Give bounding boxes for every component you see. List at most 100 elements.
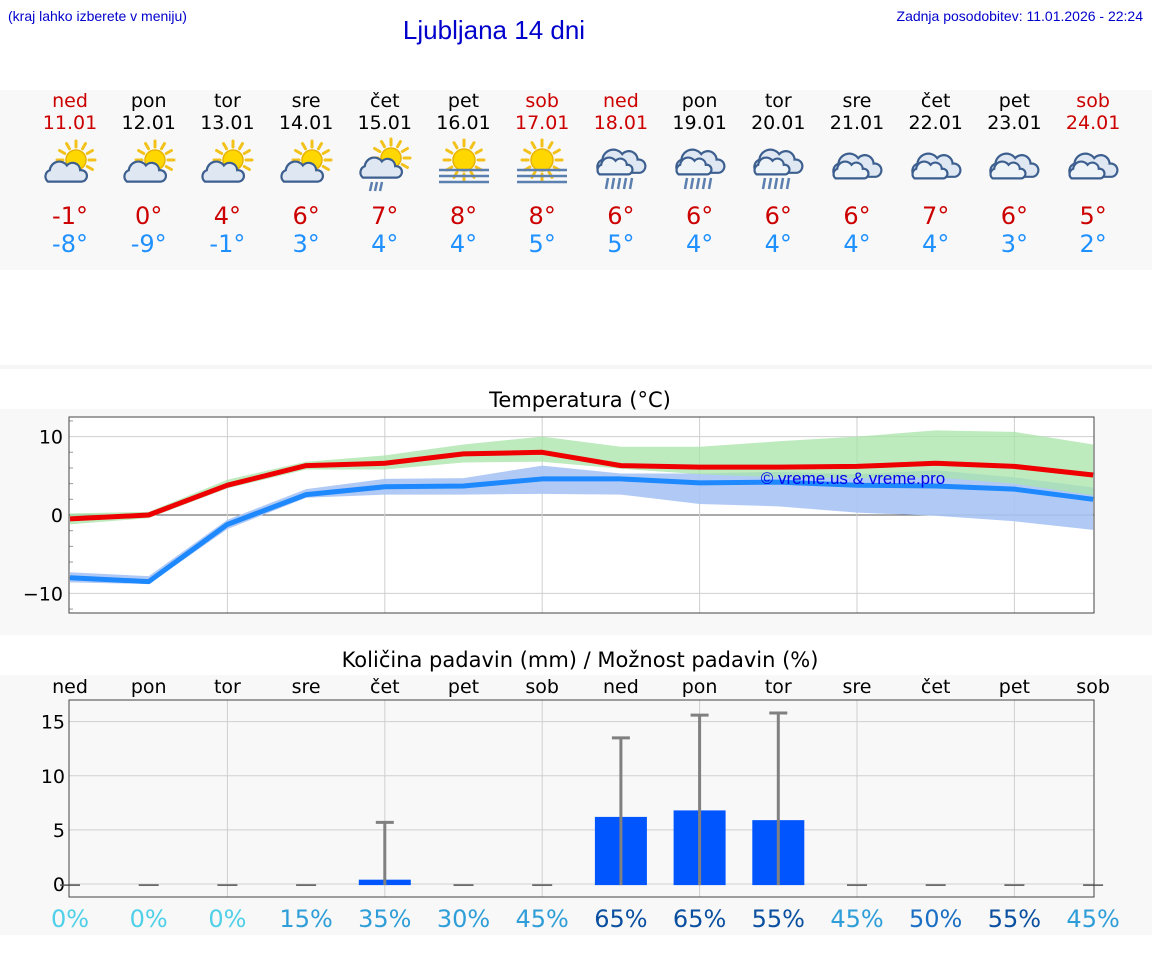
- rain-cloud-icon: [674, 148, 726, 190]
- day-name: ned: [602, 90, 639, 112]
- day-date: 15.01: [357, 112, 412, 134]
- min-temperature: -1°: [209, 230, 246, 258]
- max-temperature: 7°: [371, 202, 399, 230]
- y-tick-label: 10: [41, 766, 65, 788]
- weekday-label: pon: [682, 676, 718, 698]
- weekday-label: čet: [921, 676, 951, 698]
- max-temperature: 4°: [213, 202, 242, 230]
- day-date: 18.01: [593, 112, 649, 134]
- page-title: Ljubljana 14 dni: [402, 15, 586, 45]
- watermark: © vreme.us & vreme.pro: [761, 469, 945, 488]
- max-temperature: 8°: [449, 202, 478, 230]
- precipitation-probability: 50%: [909, 905, 962, 933]
- day-date: 24.01: [1065, 112, 1121, 134]
- y-tick-label: 0: [51, 505, 63, 527]
- min-temperature-line: [69, 476, 1094, 585]
- day-forecast: pon 19.01 6° 4°: [663, 90, 737, 258]
- day-forecast: sre 21.01 6° 4°: [820, 90, 894, 258]
- max-temperature: 8°: [528, 202, 556, 230]
- weekday-label: pon: [131, 676, 167, 698]
- precipitation-probability: 0%: [208, 905, 246, 933]
- weekday-label: ned: [603, 676, 639, 698]
- day-date: 12.01: [121, 112, 176, 134]
- max-temperature: 6°: [292, 202, 320, 230]
- day-date: 14.01: [278, 112, 334, 134]
- precipitation-probability: 45%: [1066, 905, 1119, 933]
- precipitation-probability: 65%: [594, 905, 647, 933]
- y-tick-label: 0: [53, 874, 65, 896]
- min-temperature: 5°: [528, 230, 556, 258]
- y-tick-label: −10: [23, 583, 63, 605]
- cloud-icon: [910, 152, 962, 180]
- weekday-label: tor: [765, 676, 792, 698]
- min-temperature: 4°: [685, 230, 714, 258]
- day-name: ned: [52, 90, 88, 112]
- max-temperature: 0°: [135, 202, 163, 230]
- day-date: 23.01: [987, 112, 1042, 134]
- day-name: čet: [370, 90, 400, 112]
- day-forecast: pet 23.01 6° 3°: [977, 90, 1051, 258]
- min-temperature: 4°: [764, 230, 792, 258]
- weekday-label: tor: [214, 676, 241, 698]
- temperature-chart: 10 0 −10 © vreme.us & vreme.pro: [23, 416, 1095, 614]
- day-name: sre: [842, 90, 872, 112]
- day-date: 13.01: [200, 112, 255, 134]
- cloud-icon: [1068, 152, 1119, 180]
- day-forecast: čet 15.01 7° 4°: [348, 90, 422, 258]
- day-date: 22.01: [908, 112, 963, 134]
- day-forecast: sob 24.01 5° 2°: [1056, 90, 1130, 258]
- location-note[interactable]: (kraj lahko izberete v meniju): [8, 8, 187, 24]
- min-temperature: 2°: [1079, 230, 1107, 258]
- day-name: pet: [998, 90, 1030, 112]
- partly-sunny-icon: [280, 139, 333, 183]
- max-temperature: 7°: [922, 202, 950, 230]
- max-temperature: 6°: [843, 202, 871, 230]
- min-temperature: -9°: [130, 230, 167, 258]
- min-temperature: 4°: [843, 230, 871, 258]
- precipitation-probability: 65%: [673, 905, 726, 933]
- precipitation-probability: 35%: [358, 905, 411, 933]
- day-forecast: ned 11.01 -1° -8°: [33, 90, 107, 258]
- day-name: pon: [681, 90, 718, 112]
- min-temperature: 4°: [449, 230, 478, 258]
- partly-sunny-icon: [201, 139, 254, 183]
- temperature-plot-frame: [68, 416, 1095, 614]
- min-temperature: -8°: [52, 230, 88, 258]
- day-forecast: sre 14.01 6° 3°: [269, 90, 343, 258]
- day-name: sre: [291, 90, 321, 112]
- weekday-label: sob: [525, 676, 559, 698]
- day-date: 19.01: [672, 112, 727, 134]
- min-temperature: 4°: [922, 230, 950, 258]
- daily-forecast-strip: ned 11.01 -1° -8° pon 12.01 0° -9° tor 13.01 4° -1°…: [0, 90, 1152, 270]
- day-name: pon: [130, 90, 167, 112]
- weekday-label: ned: [52, 676, 88, 698]
- precipitation-chart-title: Količina padavin (mm) / Možnost padavin …: [341, 648, 819, 672]
- weekday-label: sre: [843, 676, 872, 698]
- precipitation-probability: 0%: [130, 905, 168, 933]
- day-name: sob: [1076, 90, 1110, 112]
- temperature-chart-title: Temperatura (°C): [489, 388, 671, 412]
- day-forecast: ned 18.01 6° 5°: [584, 90, 658, 258]
- precipitation-probability: 55%: [752, 905, 805, 933]
- max-range-band: [70, 430, 1094, 525]
- weekday-label: sre: [292, 676, 321, 698]
- max-temperature: 6°: [764, 202, 792, 230]
- sun-fog-icon: [438, 138, 489, 184]
- min-temperature: 3°: [1000, 230, 1029, 258]
- precipitation-probability: 0%: [51, 905, 89, 933]
- day-name: sob: [525, 90, 559, 112]
- precipitation-probability: 30%: [437, 905, 490, 933]
- weekday-label: pet: [999, 676, 1030, 698]
- max-temperature: -1°: [52, 202, 88, 230]
- day-date: 21.01: [829, 112, 885, 134]
- max-temperature: 6°: [1000, 202, 1029, 230]
- max-temperature-line: [69, 449, 1094, 522]
- weekday-label: sob: [1076, 676, 1110, 698]
- max-temperature: 5°: [1079, 202, 1107, 230]
- precipitation-plot-frame: [68, 699, 1095, 898]
- partly-sunny-icon: [123, 139, 176, 183]
- day-forecast: tor 13.01 4° -1°: [190, 90, 264, 258]
- max-temperature: 6°: [685, 202, 714, 230]
- precipitation-plot-area: [69, 700, 1094, 897]
